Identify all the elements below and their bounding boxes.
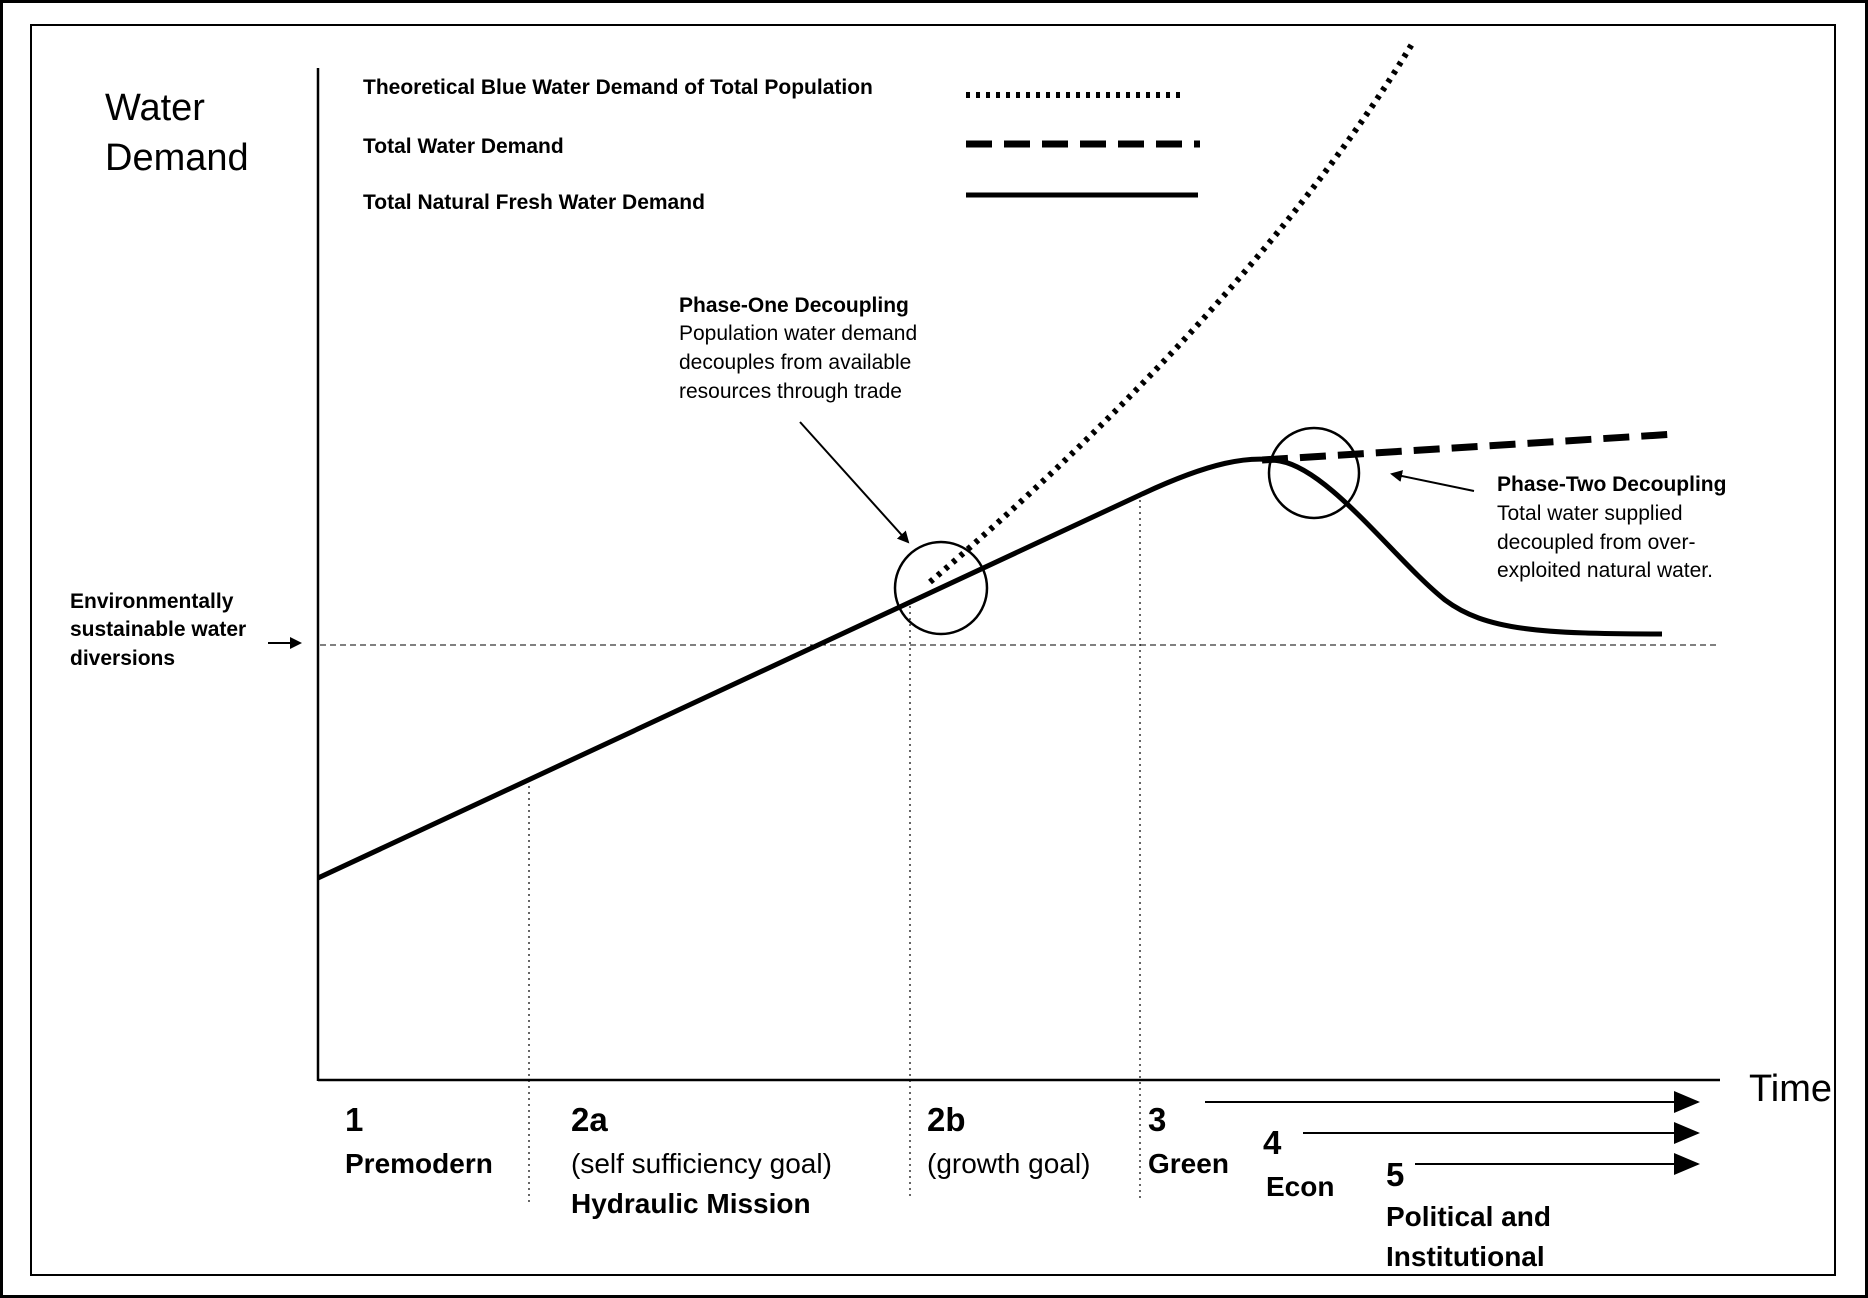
phase-two-line-2: decoupled from over- [1497, 531, 1695, 554]
natural-fresh-water-demand-curve [316, 456, 1663, 881]
sustainable-label-line-2: sustainable water [70, 618, 246, 641]
total-water-demand-curve [1261, 430, 1677, 464]
theoretical-blue-water-demand-curve [928, 42, 1415, 585]
phase-two-line-3: exploited natural water. [1497, 559, 1713, 582]
phase-two-arrow [1390, 470, 1475, 492]
phase-one-circle [893, 540, 989, 636]
phase-2a-label-line-2: Hydraulic Mission [571, 1188, 811, 1219]
legend-label-theoretical: Theoretical Blue Water Demand of Total P… [363, 76, 873, 99]
phase-one-arrow [799, 421, 910, 544]
sustainable-label-line-1: Environmentally [70, 590, 234, 613]
x-axis-label: Time [1749, 1068, 1832, 1110]
phase-5-label-line-2: Institutional [1386, 1241, 1545, 1272]
phase-1-number: 1 [345, 1101, 363, 1138]
phase-one-line-3: resources through trade [679, 380, 902, 403]
y-axis-label-line-2: Demand [105, 137, 249, 179]
phase-one-title: Phase-One Decoupling [679, 294, 909, 317]
y-axis-label-line-1: Water [105, 87, 205, 129]
phase-2b-label: (growth goal) [927, 1148, 1090, 1179]
legend-label-total: Total Water Demand [363, 135, 564, 158]
phase-1-label: Premodern [345, 1148, 493, 1179]
phase-5-label-line-1: Political and [1386, 1201, 1551, 1232]
phase-4-number: 4 [1263, 1124, 1282, 1161]
phase-one-line-2: decouples from available [679, 351, 911, 374]
phase-5-number: 5 [1386, 1156, 1404, 1193]
phase-3-number: 3 [1148, 1101, 1166, 1138]
phase-two-circle [1267, 426, 1361, 520]
phase-2a-number: 2a [571, 1101, 608, 1138]
phase-one-line-1: Population water demand [679, 322, 917, 345]
phase-4-label: Econ [1266, 1171, 1334, 1202]
sustainable-label-line-3: diversions [70, 647, 175, 670]
inner-frame [30, 24, 1836, 1276]
legend-label-natural: Total Natural Fresh Water Demand [363, 191, 705, 214]
phase-2b-number: 2b [927, 1101, 966, 1138]
phase-3-label: Green [1148, 1148, 1229, 1179]
phase-2a-label-line-1: (self sufficiency goal) [571, 1148, 832, 1179]
phase-two-line-1: Total water supplied [1497, 502, 1683, 525]
phase-two-title: Phase-Two Decoupling [1497, 473, 1726, 496]
